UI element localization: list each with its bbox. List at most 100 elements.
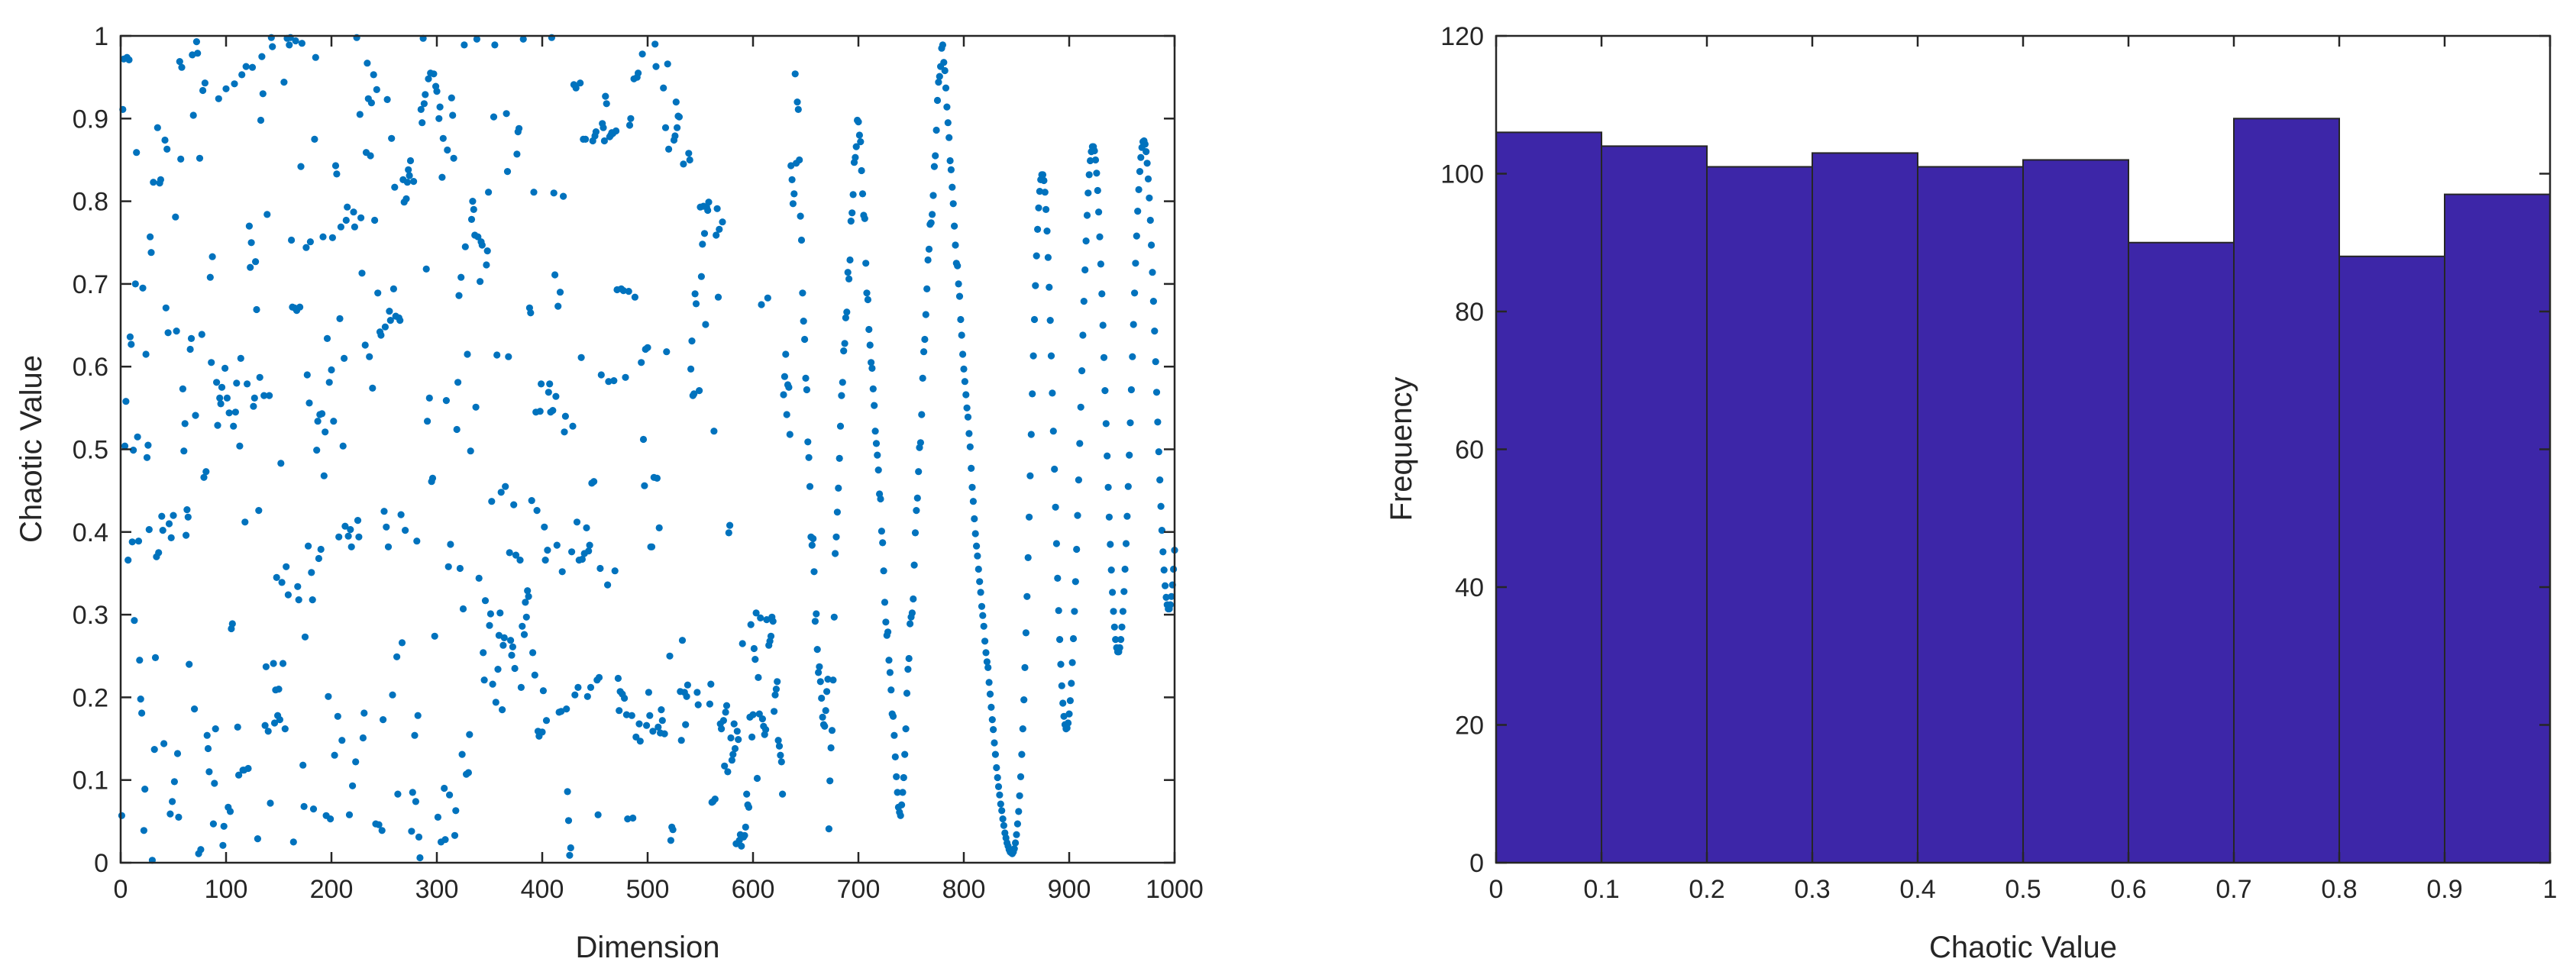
- scatter-point: [808, 541, 816, 549]
- scatter-point: [994, 773, 1001, 782]
- scatter-point: [419, 119, 426, 127]
- scatter-point: [564, 788, 571, 796]
- scatter-point: [1059, 699, 1067, 707]
- scatter-point: [209, 820, 217, 828]
- scatter-point: [539, 687, 548, 695]
- scatter-point: [913, 507, 920, 515]
- scatter-point: [986, 690, 994, 698]
- scatter-point: [552, 392, 560, 400]
- scatter-point: [1040, 176, 1048, 185]
- scatter-point: [269, 43, 276, 50]
- scatter-point: [336, 315, 344, 322]
- scatter-point: [1096, 233, 1104, 240]
- scatter-point: [857, 138, 865, 146]
- scatter-point: [160, 740, 168, 747]
- scatter-point: [483, 247, 491, 255]
- scatter-point: [294, 583, 302, 590]
- scatter-point: [943, 103, 951, 111]
- scatter-point: [442, 397, 451, 405]
- scatter-point: [178, 63, 186, 71]
- scatter-point: [727, 734, 735, 742]
- scatter-point: [542, 717, 551, 725]
- scatter-point: [248, 63, 257, 71]
- scatter-point: [1148, 241, 1155, 249]
- scatter-point: [653, 474, 661, 483]
- scatter-point: [758, 715, 767, 723]
- scatter-point: [374, 289, 382, 297]
- scatter-point: [790, 190, 798, 198]
- scatter-point: [522, 613, 530, 621]
- scatter-point: [933, 96, 942, 105]
- scatter-point: [405, 166, 412, 173]
- scatter-point: [492, 699, 499, 706]
- scatter-point: [425, 75, 432, 82]
- scatter-point: [450, 154, 457, 162]
- scatter-point: [325, 692, 332, 700]
- scatter-point: [961, 378, 968, 386]
- scatter-point: [556, 289, 564, 296]
- scatter-point: [645, 689, 653, 696]
- scatter-point: [1065, 719, 1072, 727]
- scatter-point: [319, 233, 327, 240]
- scatter-point: [716, 225, 723, 233]
- scatter-point: [819, 713, 826, 721]
- scatter-point: [987, 703, 995, 712]
- histogram-bar: [2233, 118, 2340, 864]
- histogram-y-tick-label: 80: [1455, 298, 1484, 327]
- scatter-point: [569, 422, 577, 430]
- scatter-point: [208, 253, 216, 260]
- scatter-point: [441, 836, 449, 844]
- scatter-point: [233, 379, 241, 387]
- scatter-point: [186, 660, 193, 668]
- scatter-point: [457, 273, 465, 281]
- scatter-point: [777, 758, 785, 766]
- scatter-point: [511, 664, 519, 673]
- scatter-point: [303, 371, 311, 379]
- scatter-point: [554, 302, 562, 310]
- scatter-point: [871, 428, 879, 435]
- scatter-point: [841, 340, 848, 347]
- scatter-point: [981, 637, 989, 645]
- scatter-point: [918, 411, 926, 418]
- scatter-point: [1044, 253, 1052, 261]
- scatter-point: [1024, 554, 1032, 562]
- scatter-point: [381, 323, 389, 331]
- scatter-point: [1124, 483, 1132, 490]
- scatter-point: [352, 758, 360, 766]
- scatter-point: [202, 468, 210, 476]
- scatter-point: [731, 744, 739, 753]
- scatter-point: [745, 803, 753, 811]
- scatter-point: [177, 155, 185, 163]
- scatter-point: [213, 379, 221, 386]
- scatter-point: [553, 541, 561, 549]
- scatter-point: [955, 280, 962, 288]
- scatter-point: [1156, 476, 1164, 484]
- scatter-point: [408, 828, 415, 835]
- scatter-point: [804, 438, 812, 446]
- scatter-point: [885, 657, 893, 664]
- histogram-x-tick-label: 0.8: [2321, 875, 2357, 904]
- scatter-point: [216, 394, 224, 402]
- scatter-point: [406, 172, 413, 179]
- scatter-point: [228, 620, 236, 628]
- scatter-y-tick-label: 0.5: [73, 436, 108, 465]
- scatter-point: [367, 99, 375, 107]
- scatter-point: [797, 236, 806, 244]
- scatter-point: [625, 288, 632, 295]
- scatter-point: [1071, 608, 1078, 615]
- scatter-point: [762, 726, 770, 734]
- scatter-point: [237, 354, 244, 362]
- scatter-point: [519, 622, 526, 630]
- scatter-point: [486, 610, 495, 618]
- scatter-point: [351, 223, 358, 231]
- scatter-point: [194, 50, 202, 57]
- scatter-point: [577, 353, 585, 361]
- scatter-point: [1144, 175, 1152, 182]
- scatter-point: [173, 750, 182, 757]
- scatter-point: [490, 113, 498, 121]
- scatter-point: [641, 482, 648, 489]
- scatter-point: [832, 533, 840, 541]
- scatter-point: [295, 596, 302, 604]
- scatter-point: [806, 483, 814, 490]
- scatter-point: [180, 447, 188, 455]
